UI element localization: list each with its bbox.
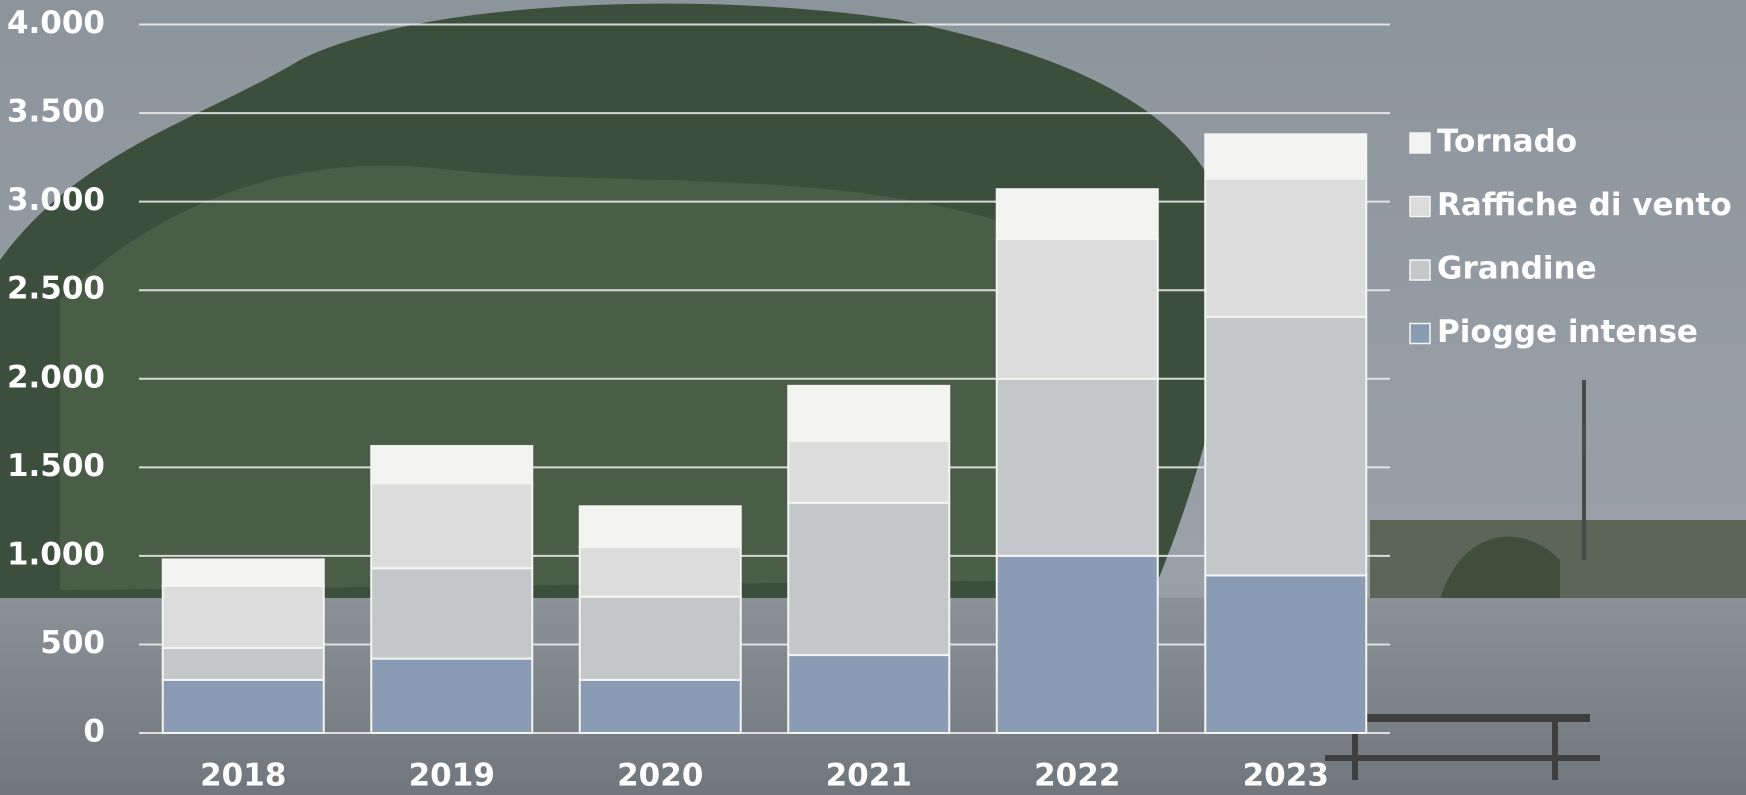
y-tick-label: 3.000	[7, 182, 105, 218]
x-tick-label: 2020	[617, 758, 703, 794]
y-tick-label: 2.000	[7, 359, 105, 395]
legend-swatch	[1409, 195, 1431, 218]
y-tick-label: 3.500	[7, 94, 105, 130]
bar-segment	[370, 482, 534, 570]
x-tick-label: 2023	[1243, 758, 1329, 794]
bar-segment	[995, 377, 1159, 557]
bar-segment	[161, 678, 325, 734]
legend-label: Tornado	[1437, 124, 1577, 160]
bar-segment	[787, 439, 951, 504]
bar-segment	[161, 584, 325, 649]
x-tick-label: 2021	[826, 758, 912, 794]
bar-segment	[1204, 133, 1368, 180]
bar-segment	[995, 237, 1159, 380]
bar-segment	[995, 188, 1159, 240]
x-tick-label: 2018	[200, 758, 286, 794]
bar-segment	[578, 595, 742, 681]
legend-swatch	[1409, 322, 1431, 345]
bar-segment	[370, 445, 534, 485]
bar-segment	[161, 558, 325, 587]
bar-segment	[370, 657, 534, 734]
bar-segment	[787, 384, 951, 442]
bar-segment	[995, 554, 1159, 734]
x-tick-label: 2019	[409, 758, 495, 794]
bar-segment	[578, 678, 742, 734]
y-tick-label: 500	[40, 625, 105, 661]
y-tick-label: 1.500	[7, 448, 105, 484]
bar-segment	[161, 646, 325, 681]
bar-segment	[1204, 574, 1368, 735]
y-tick-label: 2.500	[7, 271, 105, 307]
x-tick-label: 2022	[1034, 758, 1120, 794]
legend-label: Grandine	[1437, 251, 1597, 287]
y-tick-label: 1.000	[7, 536, 105, 572]
bar-segment	[1204, 177, 1368, 318]
legend-label: Piogge intense	[1437, 314, 1698, 350]
bar-segment	[787, 501, 951, 657]
legend-swatch	[1409, 259, 1431, 281]
y-tick-label: 0	[83, 714, 105, 750]
bar-segment	[1204, 315, 1368, 577]
y-tick-label: 4.000	[7, 5, 105, 41]
legend-label: Raffiche di vento	[1437, 187, 1732, 223]
bar-segment	[370, 567, 534, 660]
legend-swatch	[1409, 132, 1431, 154]
bar-segment	[578, 505, 742, 549]
bar-segment	[787, 654, 951, 734]
bar-segment	[578, 546, 742, 598]
